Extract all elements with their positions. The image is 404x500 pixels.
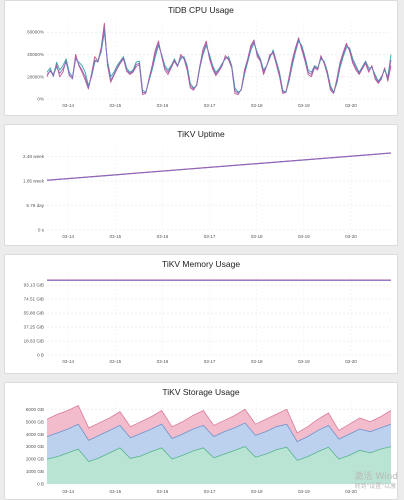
chart-title: TiKV Storage Usage [162, 387, 240, 397]
y-tick-label: 3000 GB [26, 444, 44, 449]
x-tick-label: 03-17 [204, 103, 216, 108]
x-tick-label: 03-20 [345, 489, 357, 494]
y-tick-label: 2.48 week [23, 154, 45, 159]
x-tick-label: 03-17 [204, 359, 216, 364]
x-tick-label: 03-19 [298, 103, 310, 108]
x-tick-label: 03-18 [251, 359, 263, 364]
x-tick-label: 03-19 [298, 359, 310, 364]
x-tick-label: 03-14 [62, 103, 74, 108]
uptime-panel: TiKV Uptime 0 s 5.79 day 1.65 week 2.48 wee… [4, 124, 398, 246]
activation-watermark: 激活 Wind 转到"设置"以激 [355, 472, 398, 490]
y-tick-label: 18.63 GiB [24, 339, 44, 344]
y-tick-label: 1000 GB [26, 469, 44, 474]
x-tick-label: 03-18 [251, 234, 263, 239]
series-line [46, 28, 392, 94]
series-line [46, 404, 392, 434]
watermark-line1: 激活 Wind [354, 472, 398, 483]
x-tick-label: 03-15 [109, 359, 121, 364]
series-area [47, 446, 391, 484]
chart-title: TiKV Uptime [177, 129, 225, 139]
y-tick-label: 37.25 GiB [24, 325, 44, 330]
x-tick-label: 03-17 [204, 234, 216, 239]
y-tick-label: 0 B [37, 353, 44, 358]
x-tick-label: 03-15 [109, 103, 121, 108]
storage-chart: 0 B 1000 GB 2000 GB 3000 GB 4000 GB 5000 GB 60… [26, 403, 392, 494]
cpu-panel: TiDB CPU Usage 0% 20000% 40000% 60000% 03-14… [4, 0, 398, 116]
y-tick-label: 1.65 week [23, 179, 45, 184]
y-tick-label: 5000 GB [26, 419, 44, 424]
y-tick-label: 2000 GB [26, 457, 44, 462]
x-tick-label: 03-19 [298, 489, 310, 494]
y-tick-label: 0 B [37, 482, 44, 487]
watermark-line2: 转到"设置"以激 [354, 482, 397, 490]
y-tick-label: 74.51 GiB [24, 297, 44, 302]
chart-title: TiKV Memory Usage [161, 259, 241, 269]
series-line [46, 22, 392, 95]
x-tick-label: 03-15 [109, 489, 121, 494]
x-tick-label: 03-16 [157, 359, 169, 364]
y-tick-label: 40000% [27, 52, 44, 57]
chart-title: TiDB CPU Usage [168, 5, 234, 15]
x-tick-label: 03-17 [204, 489, 216, 494]
y-tick-label: 93.13 GiB [24, 283, 44, 288]
x-tick-label: 03-14 [62, 489, 74, 494]
x-tick-label: 03-14 [62, 234, 74, 239]
storage-panel: TiKV Storage Usage 0 B 1000 GB 2000 GB 3000… [4, 382, 398, 500]
series-line [46, 422, 392, 443]
cpu-chart: 0% 20000% 40000% 60000% 03-14 03-15 03-16 03-17… [27, 21, 392, 108]
memory-chart: 0 B 18.63 GiB 37.25 GiB 55.88 GiB 74.51 GiB 9… [24, 277, 391, 364]
y-tick-label: 6000 GB [26, 407, 44, 412]
x-tick-label: 03-18 [251, 103, 263, 108]
x-tick-label: 03-16 [157, 489, 169, 494]
memory-panel: TiKV Memory Usage 0 B 18.63 GiB 37.25 GiB 5… [4, 254, 398, 374]
series-line [46, 446, 392, 463]
x-tick-label: 03-16 [157, 234, 169, 239]
y-tick-label: 0 s [38, 228, 45, 233]
y-tick-label: 5.79 day [26, 203, 44, 208]
series-line [46, 152, 392, 181]
uptime-chart: 0 s 5.79 day 1.65 week 2.48 week 03-14 03-15 0… [23, 147, 392, 239]
y-tick-label: 4000 GB [26, 432, 44, 437]
x-tick-label: 03-20 [345, 234, 357, 239]
y-tick-label: 0% [37, 97, 44, 102]
y-tick-label: 60000% [27, 30, 44, 35]
x-tick-label: 03-16 [157, 103, 169, 108]
x-tick-label: 03-19 [298, 234, 310, 239]
x-tick-label: 03-15 [109, 234, 121, 239]
series-line [46, 31, 392, 93]
x-tick-label: 03-20 [345, 103, 357, 108]
y-tick-label: 20000% [27, 74, 44, 79]
y-tick-label: 55.88 GiB [24, 311, 44, 316]
x-tick-label: 03-14 [62, 359, 74, 364]
x-tick-label: 03-20 [345, 359, 357, 364]
x-tick-label: 03-18 [251, 489, 263, 494]
